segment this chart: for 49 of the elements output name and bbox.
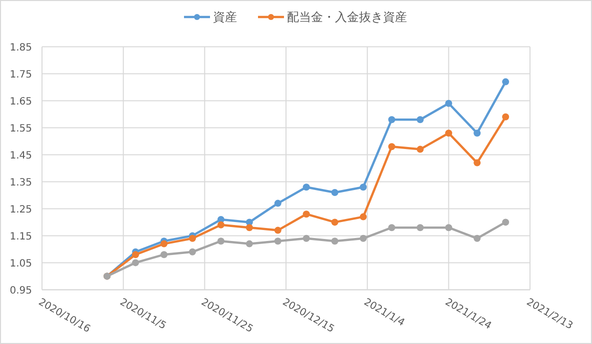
- y-tick-label: 0.95: [10, 286, 32, 297]
- y-tick-label: 1.55: [10, 124, 32, 135]
- point: [445, 224, 452, 232]
- point: [331, 218, 338, 226]
- point: [274, 226, 282, 234]
- point: [502, 218, 510, 226]
- legend-label: 資産: [213, 10, 237, 24]
- point: [360, 213, 367, 220]
- y-tick-label: 1.75: [10, 70, 32, 81]
- point: [302, 210, 310, 218]
- point: [188, 248, 196, 256]
- y-tick-label: 1.65: [10, 96, 32, 108]
- point: [331, 189, 338, 196]
- point: [416, 146, 424, 153]
- point: [474, 159, 481, 166]
- point: [160, 240, 168, 248]
- point: [388, 143, 396, 150]
- point: [188, 234, 196, 242]
- point: [302, 234, 310, 242]
- point: [217, 221, 224, 228]
- point: [474, 234, 481, 242]
- y-tick-label: 1.35: [10, 178, 32, 189]
- point: [474, 130, 481, 137]
- y-tick-label: 1.45: [10, 150, 32, 162]
- point: [416, 224, 424, 232]
- point: [274, 200, 282, 207]
- point: [274, 238, 282, 245]
- point: [445, 130, 452, 137]
- y-tick-label: 1.15: [10, 232, 32, 243]
- y-tick-label: 1.25: [10, 204, 32, 216]
- point: [502, 113, 510, 120]
- point: [160, 251, 168, 258]
- point: [388, 116, 396, 124]
- point: [360, 184, 367, 191]
- point: [502, 78, 510, 86]
- point: [445, 100, 452, 107]
- point: [360, 234, 367, 242]
- point: [246, 240, 253, 248]
- point: [246, 224, 253, 232]
- point: [416, 116, 424, 124]
- point: [331, 238, 338, 245]
- point: [388, 224, 396, 232]
- y-tick-label: 1.05: [10, 258, 32, 270]
- y-tick-label: 1.85: [10, 42, 32, 54]
- point: [132, 251, 140, 258]
- point: [132, 259, 140, 266]
- point: [302, 184, 310, 191]
- legend-label: 配当金・入金抜き資産: [287, 10, 407, 24]
- point: [217, 238, 224, 245]
